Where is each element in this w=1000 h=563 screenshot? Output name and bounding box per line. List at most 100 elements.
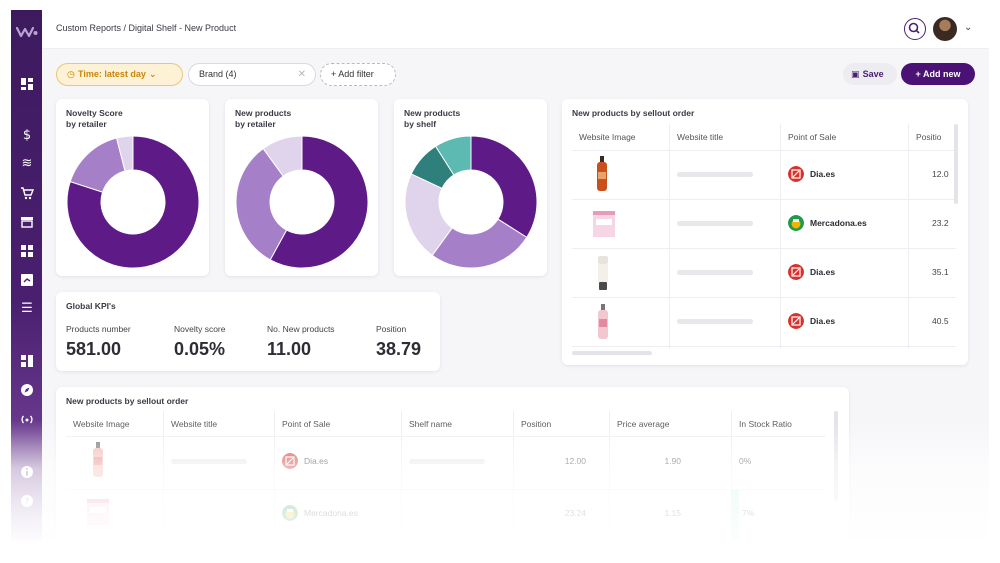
column-header[interactable]: Website title [677,132,724,142]
search-icon [908,22,920,34]
brand-filter-label: Brand (4) [199,69,237,79]
website-title-placeholder [171,459,247,464]
brand-filter[interactable]: Brand (4) ✕ [188,63,316,86]
add-new-button[interactable]: + Add new [901,63,975,85]
card-title: Novelty Score by retailer [66,108,123,129]
dia-logo-icon [788,166,804,182]
column-divider [780,124,781,349]
help-icon[interactable]: ? [18,492,36,510]
column-header[interactable]: Website Image [73,419,130,429]
position-value: 35.1 [932,267,949,277]
website-title-placeholder [677,172,753,177]
column-header[interactable]: Point of Sale [282,419,331,429]
cart-icon[interactable] [18,184,36,202]
vertical-scrollbar[interactable] [834,411,838,501]
sellout-table-card: New products by sellout order Website Im… [562,99,968,365]
new-products-shelf-donut[interactable] [404,135,538,269]
dia-logo-icon [788,264,804,280]
sidebar: $ ≋ ☰ ? [11,10,42,541]
point-of-sale-name: Dia.es [810,267,836,277]
product-image[interactable] [596,254,610,292]
point-of-sale-name: Dia.es [810,316,836,326]
new-products-shelf-card: New products by shelf [394,99,547,276]
price-average-value: 1.90 [664,456,681,466]
novelty-score-donut[interactable] [66,135,200,269]
stack-icon[interactable]: ≋ [21,156,33,171]
donut-slice[interactable] [235,147,288,261]
website-title-placeholder [677,319,753,324]
column-header[interactable]: Price average [617,419,670,429]
list-icon[interactable]: ☰ [21,301,33,316]
column-header[interactable]: Positio [916,132,942,142]
donut-slice[interactable] [66,135,200,269]
row-divider [66,436,826,437]
dashboard-icon[interactable] [18,75,36,93]
product-image[interactable] [596,303,610,341]
product-image[interactable] [91,441,105,479]
point-of-sale-name: Mercadona.es [810,218,867,228]
row-divider [572,248,956,249]
app-window: $ ≋ ☰ ? Custom Reports / D [11,10,989,541]
clock-icon: ◷ [67,70,78,80]
info-icon[interactable] [18,463,36,481]
card-title: Global KPI's [66,301,116,311]
position-value: 40.5 [932,316,949,326]
time-filter[interactable]: ◷ Time: latest day ⌄ [56,63,183,86]
column-header[interactable]: Shelf name [409,419,452,429]
save-button[interactable]: ▣ Save [843,63,897,85]
search-button[interactable] [904,18,926,40]
column-divider [908,124,909,349]
avatar[interactable] [933,17,957,41]
radar-icon[interactable] [18,410,36,428]
breadcrumb[interactable]: Custom Reports / Digital Shelf - New Pro… [56,23,237,33]
row-divider [572,199,956,200]
column-header[interactable]: Position [521,419,552,429]
donut-slice[interactable] [262,135,303,177]
kpi-value: 11.00 [267,339,312,359]
sellout-table-bottom-card: New products by sellout order Website Im… [56,387,849,541]
clear-icon[interactable]: ✕ [297,69,306,80]
donut-slice[interactable] [115,135,134,172]
donut-slice[interactable] [470,135,538,239]
website-title-placeholder [677,270,753,275]
in-stock-ratio-value: 0% [739,456,752,466]
position-value: 23.24 [564,508,586,518]
product-image[interactable] [595,155,609,193]
svg-text:?: ? [25,497,29,506]
dia-logo-icon [788,313,804,329]
app-logo[interactable] [16,26,38,38]
compass-icon[interactable] [18,381,36,399]
column-header[interactable]: Point of Sale [788,132,837,142]
grid-icon[interactable] [18,242,36,260]
in-stock-ratio-value: 7% [742,508,755,518]
column-divider [609,411,610,541]
novelty-score-card: Novelty Score by retailer [56,99,209,276]
point-of-sale-name: Mercadona.es [304,508,358,518]
time-filter-label: Time: latest day [78,69,146,79]
kpi-label: Novelty score [174,324,226,334]
global-kpi-card: Global KPI's Products number 581.00 Nove… [56,292,440,371]
donut-slice[interactable] [69,137,126,193]
donut-slice[interactable] [434,135,472,176]
top-bar: Custom Reports / Digital Shelf - New Pro… [42,10,989,49]
horizontal-scrollbar[interactable] [572,351,652,355]
product-image[interactable] [592,207,616,239]
store-icon[interactable] [18,213,36,231]
column-header[interactable]: Website Image [579,132,636,142]
chevron-down-icon[interactable]: ⌄ [964,22,973,33]
shelf-name-placeholder [409,459,485,464]
product-image[interactable] [86,495,110,527]
point-of-sale-name: Dia.es [810,169,836,179]
position-value: 23.2 [932,218,949,228]
donut-slice[interactable] [269,135,369,269]
dollar-icon[interactable]: $ [22,128,32,143]
column-divider [513,411,514,541]
widgets-icon[interactable] [18,352,36,370]
column-header[interactable]: Website title [171,419,218,429]
new-products-retailer-donut[interactable] [235,135,369,269]
report-icon[interactable] [18,271,36,289]
column-header[interactable]: In Stock Ratio [739,419,792,429]
vertical-scrollbar[interactable] [954,124,958,204]
mercadona-logo-icon [788,215,804,231]
add-filter-button[interactable]: + Add filter [320,63,396,86]
